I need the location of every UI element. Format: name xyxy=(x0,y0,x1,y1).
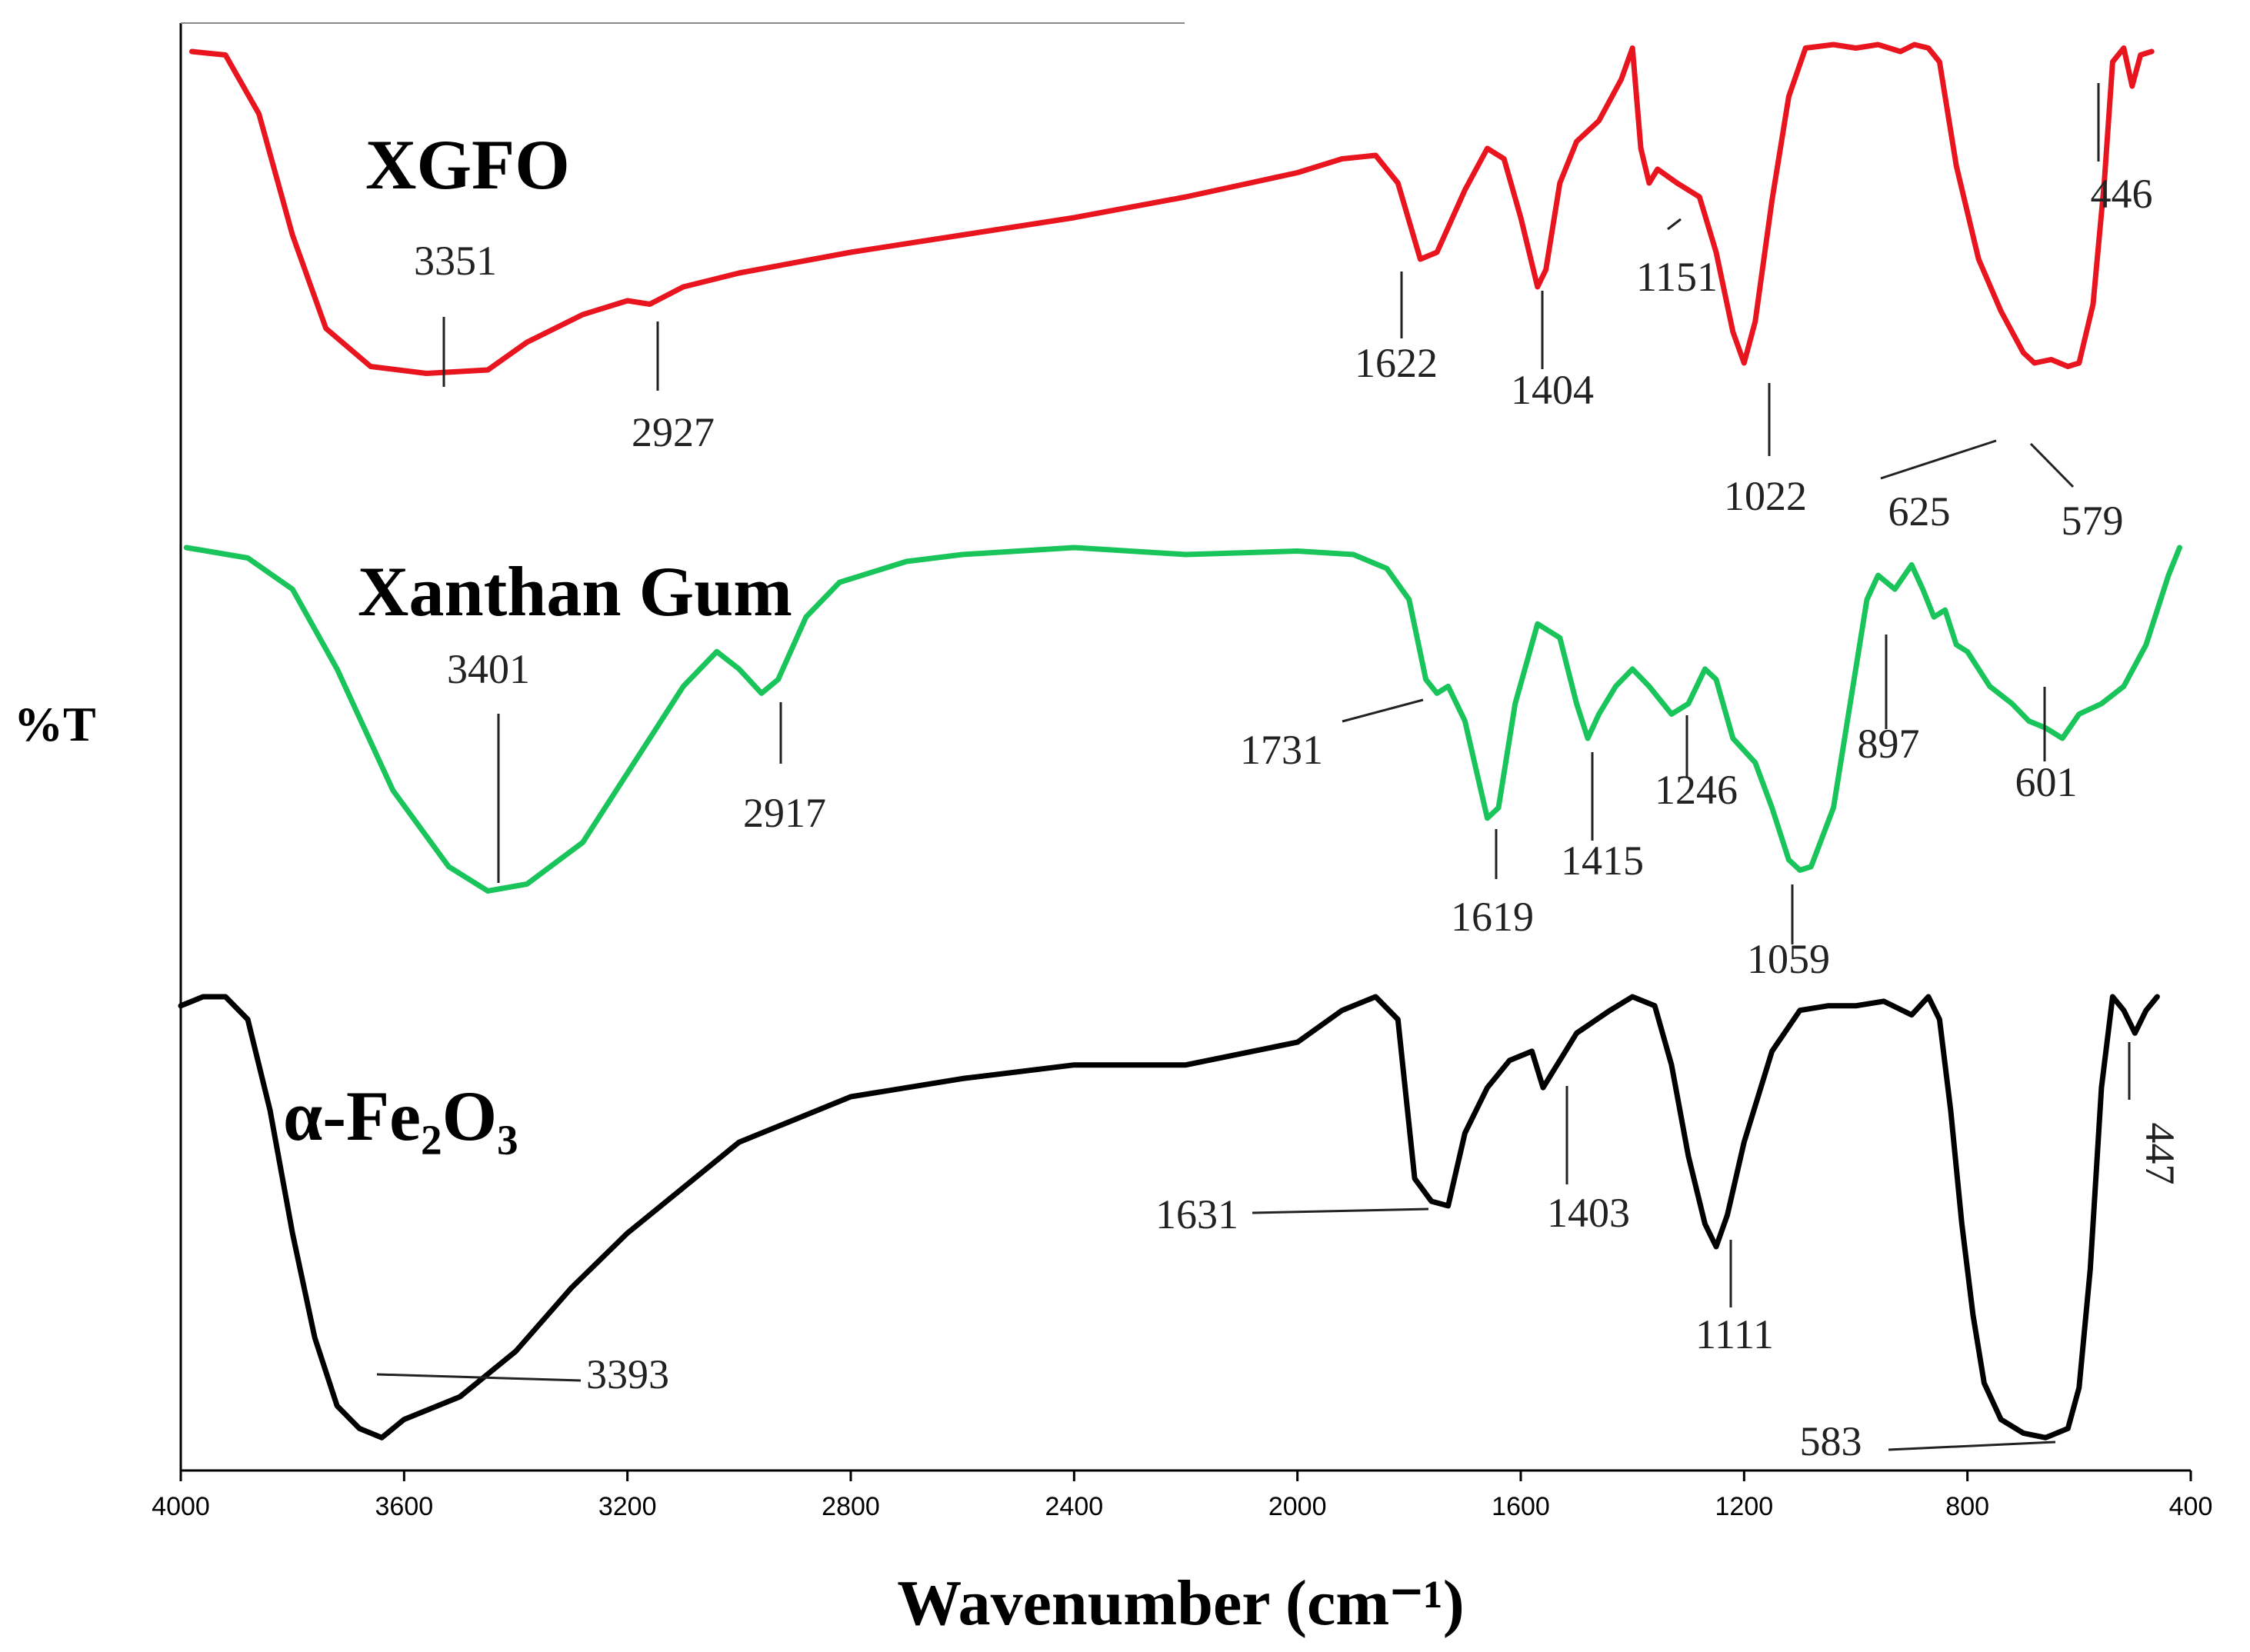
series-line xyxy=(183,545,2182,894)
x-tick-label: 3200 xyxy=(598,1492,657,1521)
x-tick-label: 3600 xyxy=(375,1492,434,1521)
x-tick-label: 400 xyxy=(2169,1492,2213,1521)
series-titles: XGFO Xanthan Gum α-Fe₂O₃ xyxy=(283,125,792,1155)
peak-label: 1403 xyxy=(1547,1190,1630,1236)
peak-label: 3351 xyxy=(414,238,497,284)
x-axis: 4000 3600 3200 2800 2400 2000 1600 1200 800 400 xyxy=(152,1470,2212,1521)
series-title: α-Fe₂O₃ xyxy=(283,1077,518,1155)
peak-label: 3401 xyxy=(447,646,530,692)
peak-label: 2927 xyxy=(632,409,715,455)
spectra xyxy=(178,42,2182,1441)
peak-leader xyxy=(1667,218,1682,231)
peak-leader xyxy=(1880,439,1997,480)
peak-label: 1111 xyxy=(1695,1311,1774,1357)
peak-label: 1622 xyxy=(1355,340,1438,386)
y-axis-label: %T xyxy=(14,697,96,751)
x-tick-label: 2800 xyxy=(822,1492,880,1521)
peak-label: 446 xyxy=(2091,171,2153,217)
peak-label: 3393 xyxy=(586,1351,669,1397)
peak-leader xyxy=(1888,1441,2056,1451)
peak-label: 1404 xyxy=(1511,367,1594,413)
series-title: XGFO xyxy=(365,125,570,204)
x-tick-label: 2000 xyxy=(1268,1492,1327,1521)
peak-leader xyxy=(1252,1207,1429,1214)
peak-leader xyxy=(376,1373,582,1382)
peak-leader xyxy=(1342,698,1424,723)
peak-label: 1415 xyxy=(1561,838,1644,884)
series-title: Xanthan Gum xyxy=(358,552,792,631)
peak-label: 1151 xyxy=(1636,254,1718,300)
peak-label: 583 xyxy=(1800,1418,1862,1464)
peak-label: 1631 xyxy=(1155,1191,1238,1237)
peak-label: 1022 xyxy=(1724,473,1807,519)
peak-label: 1731 xyxy=(1240,727,1323,773)
plot-frame xyxy=(179,22,2191,1472)
peak-leader-lines xyxy=(376,83,2131,1451)
peak-label: 447 xyxy=(2137,1123,2183,1185)
series-line xyxy=(189,42,2155,376)
peak-label: 579 xyxy=(2062,498,2124,544)
peak-label: 1059 xyxy=(1747,936,1830,982)
series-line xyxy=(178,994,2160,1441)
peak-label: 1246 xyxy=(1655,767,1738,813)
peak-label: 1619 xyxy=(1451,894,1534,940)
x-tick-label: 4000 xyxy=(152,1492,210,1521)
x-tick-label: 1600 xyxy=(1492,1492,1550,1521)
x-axis-label: Wavenumber (cm⁻¹) xyxy=(897,1567,1465,1639)
peak-label: 625 xyxy=(1888,488,1951,535)
x-tick-label: 800 xyxy=(1945,1492,1989,1521)
peak-label: 601 xyxy=(2015,759,2078,805)
x-tick-label: 1200 xyxy=(1715,1492,1774,1521)
peak-leader xyxy=(2029,442,2075,488)
peak-label: 897 xyxy=(1858,721,1920,767)
x-tick-label: 2400 xyxy=(1045,1492,1104,1521)
peak-labels: 3351 2927 1622 1404 1151 1022 625 579 446 3401 291… xyxy=(414,171,2183,1464)
peak-label: 2917 xyxy=(743,790,826,836)
